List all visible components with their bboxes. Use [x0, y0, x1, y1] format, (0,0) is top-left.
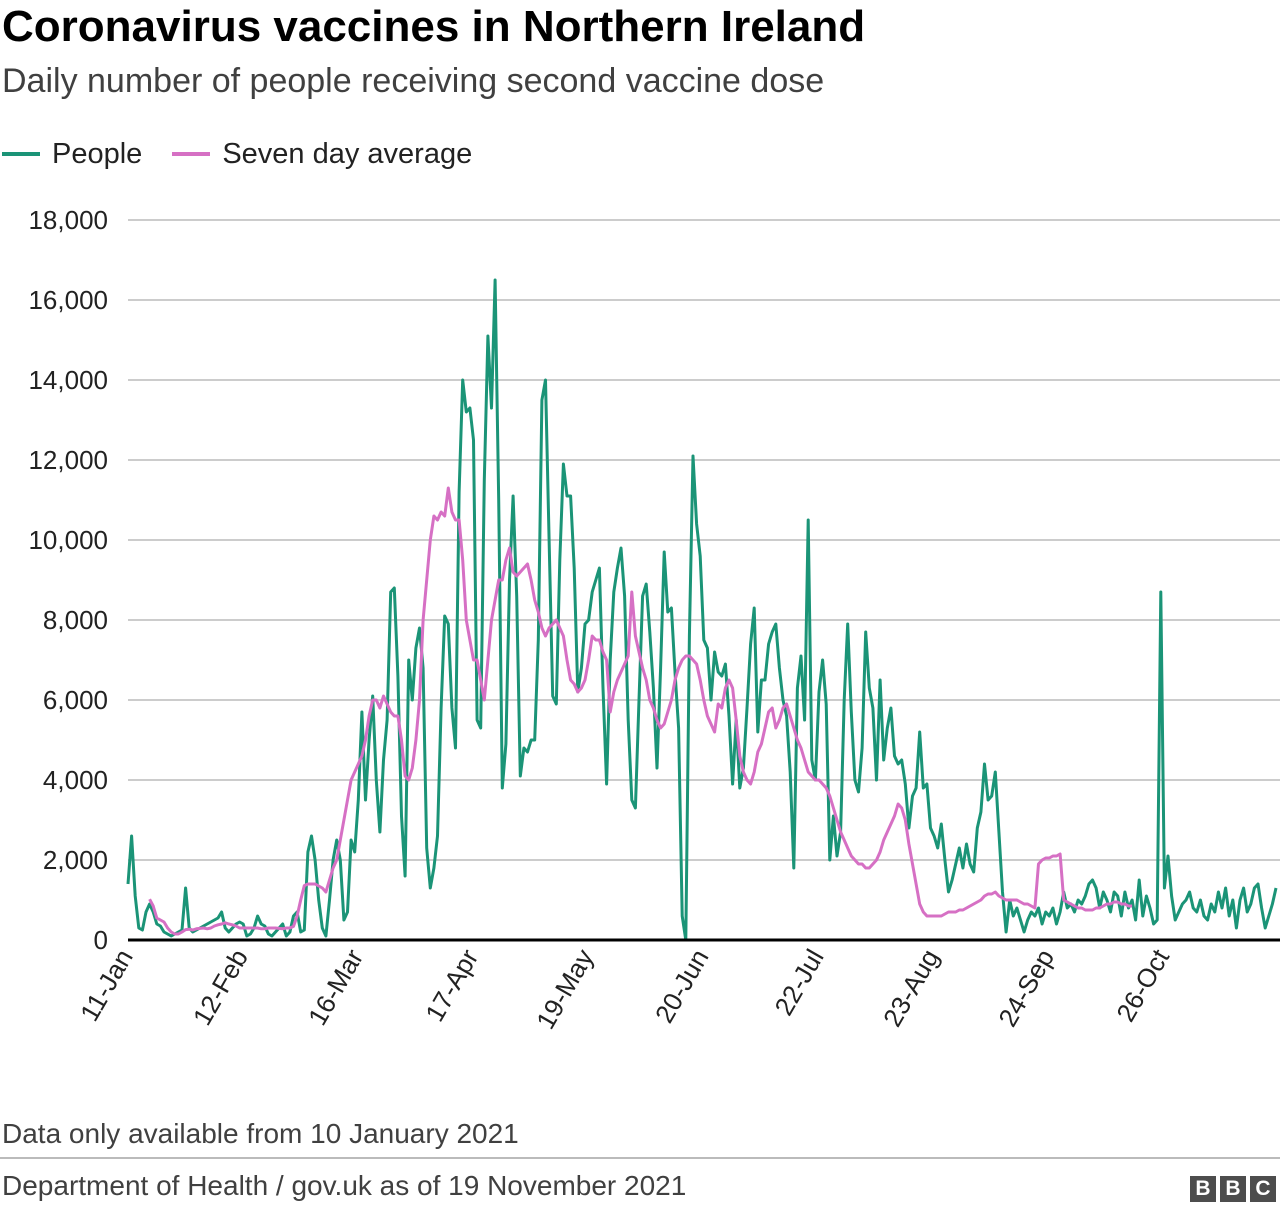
- x-tick-label: 24-Sep: [992, 944, 1060, 1032]
- x-tick-label: 12-Feb: [187, 944, 254, 1030]
- legend-swatch-people: [2, 152, 40, 156]
- line-chart: 0 2,000 4,000 6,000 8,000 10,000 12,000 14,000 1…: [28, 205, 1280, 1034]
- legend-item-average: Seven day average: [172, 138, 472, 171]
- x-tick-label: 22-Jul: [768, 944, 829, 1020]
- y-tick-label: 2,000: [43, 845, 108, 875]
- y-tick-label: 6,000: [43, 685, 108, 715]
- bbc-logo: B B C: [1190, 1176, 1276, 1202]
- legend-label-people: People: [52, 137, 143, 170]
- legend-swatch-average: [172, 152, 211, 156]
- data-note: Data only available from 10 January 2021: [2, 1118, 519, 1149]
- x-tick-label: 16-Mar: [302, 944, 369, 1031]
- bbc-logo-letter-c: C: [1250, 1176, 1276, 1202]
- y-tick-label: 8,000: [43, 605, 108, 635]
- y-tick-label: 0: [94, 925, 108, 955]
- y-tick-label: 14,000: [28, 365, 108, 395]
- y-tick-label: 16,000: [28, 285, 108, 315]
- chart-title: Coronavirus vaccines in Northern Ireland: [2, 2, 866, 51]
- bbc-logo-letter-b1: B: [1190, 1176, 1216, 1202]
- chart-subtitle: Daily number of people receiving second …: [2, 62, 825, 100]
- x-tick-label: 26-Oct: [1110, 943, 1175, 1026]
- x-tick-label: 19-May: [530, 944, 599, 1034]
- x-tick-label: 17-Apr: [419, 944, 484, 1027]
- gridlines: [128, 219, 1280, 861]
- x-tick-label: 20-Jun: [649, 944, 715, 1028]
- series-lines: [126, 278, 1278, 942]
- legend: People Seven day average: [2, 136, 502, 172]
- series-line-seven-day-average: [148, 486, 1133, 936]
- legend-label-average: Seven day average: [222, 137, 473, 170]
- series-line-people: [126, 278, 1278, 942]
- bbc-logo-letter-b2: B: [1220, 1176, 1246, 1202]
- footer-divider: [0, 1157, 1280, 1159]
- x-axis-ticks: 11-Jan 12-Feb 16-Mar 17-Apr 19-May 20-Jun 22-J…: [74, 943, 1176, 1034]
- y-tick-label: 12,000: [28, 445, 108, 475]
- y-tick-label: 10,000: [28, 525, 108, 555]
- y-axis-ticks: 0 2,000 4,000 6,000 8,000 10,000 12,000 14,000 1…: [28, 205, 108, 955]
- x-tick-label: 11-Jan: [74, 944, 139, 1026]
- source-text: Department of Health / gov.uk as of 19 N…: [2, 1170, 687, 1201]
- x-tick-label: 23-Aug: [877, 944, 945, 1032]
- y-tick-label: 4,000: [43, 765, 108, 795]
- y-tick-label: 18,000: [28, 205, 108, 235]
- legend-item-people: People: [2, 138, 142, 171]
